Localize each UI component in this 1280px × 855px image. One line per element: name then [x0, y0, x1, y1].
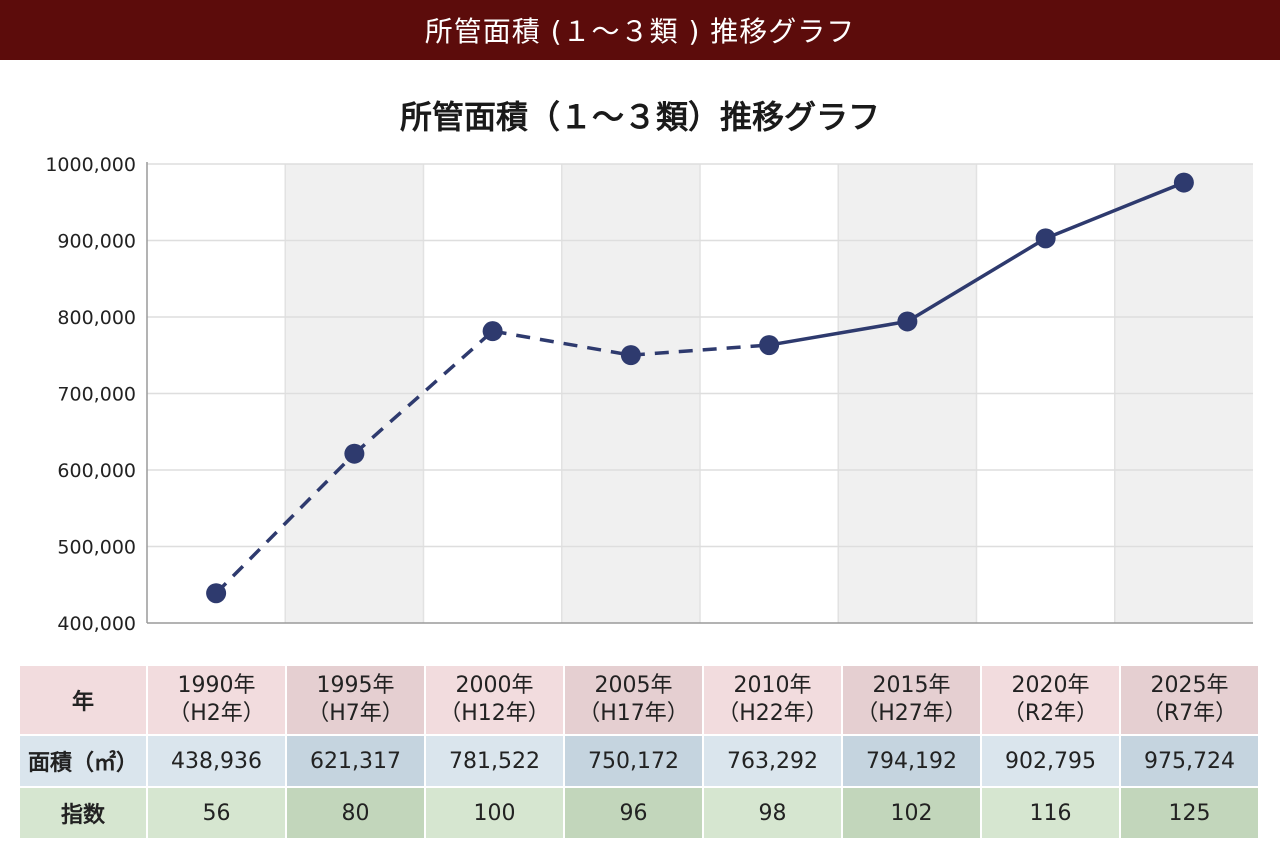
- year-cell: 1990年 （H2年）: [148, 666, 285, 736]
- index-cell: 80: [287, 788, 424, 840]
- year-cell: 2000年 （H12年）: [426, 666, 563, 736]
- data-point: [482, 321, 503, 342]
- series-segment-dashed: [214, 452, 356, 595]
- table-row-index: 指数 56 80 100 96 98 102 116 125: [20, 788, 1258, 840]
- year-cell: 1995年 （H7年）: [287, 666, 424, 736]
- y-tick-label: 900,000: [57, 231, 136, 253]
- area-cell: 763,292: [704, 736, 841, 788]
- header-title: 所管面積 (１～３類 ) 推移グラフ: [424, 15, 856, 48]
- data-table: 年 1990年 （H2年） 1995年 （H7年） 2000年 （H12年） 2005…: [18, 666, 1260, 840]
- y-tick-label: 400,000: [57, 613, 136, 635]
- data-point: [1035, 228, 1056, 249]
- index-cell: 56: [148, 788, 285, 840]
- index-cell: 116: [982, 788, 1119, 840]
- data-point: [206, 583, 227, 604]
- table-row-year: 年 1990年 （H2年） 1995年 （H7年） 2000年 （H12年） 2005…: [20, 666, 1258, 736]
- area-cell: 621,317: [287, 736, 424, 788]
- series-segment: [768, 319, 908, 347]
- y-tick-label: 800,000: [57, 307, 136, 329]
- chart-title: 所管面積（１～３類）推移グラフ: [399, 98, 880, 136]
- year-cell: 2005年 （H17年）: [565, 666, 702, 736]
- year-cell: 2015年 （H27年）: [843, 666, 980, 736]
- row-label-index: 指数: [20, 788, 146, 840]
- year-cell: 2010年 （H22年）: [704, 666, 841, 736]
- row-label-area: 面積（㎡）: [20, 736, 146, 788]
- series-segment: [1044, 180, 1185, 240]
- page-header: 所管面積 (１～３類 ) 推移グラフ: [0, 0, 1280, 60]
- table-row-area: 面積（㎡） 438,936 621,317 781,522 750,172 76…: [20, 736, 1258, 788]
- index-cell: 125: [1121, 788, 1258, 840]
- index-cell: 100: [426, 788, 563, 840]
- area-cell: 902,795: [982, 736, 1119, 788]
- y-tick-label: 600,000: [57, 460, 136, 482]
- area-cell: 975,724: [1121, 736, 1258, 788]
- data-point: [897, 311, 918, 332]
- y-tick-label: 500,000: [57, 537, 136, 559]
- y-tick-label: 1000,000: [45, 154, 136, 176]
- index-cell: 96: [565, 788, 702, 840]
- area-cell: 781,522: [426, 736, 563, 788]
- area-cell: 794,192: [843, 736, 980, 788]
- series-segment: [906, 236, 1047, 323]
- data-point: [344, 443, 365, 464]
- area-cell: 750,172: [565, 736, 702, 788]
- line-chart: 400,000 500,000 600,000 700,000 800,000 900,0…: [45, 154, 1253, 635]
- data-point: [759, 335, 780, 356]
- data-point: [620, 345, 641, 366]
- data-point: [1173, 172, 1194, 193]
- year-cell: 2025年 （R7年）: [1121, 666, 1258, 736]
- year-cell: 2020年 （R2年）: [982, 666, 1119, 736]
- row-label-year: 年: [20, 666, 146, 736]
- index-cell: 102: [843, 788, 980, 840]
- index-cell: 98: [704, 788, 841, 840]
- area-cell: 438,936: [148, 736, 285, 788]
- y-tick-label: 700,000: [57, 384, 136, 406]
- series-segment-dashed: [353, 329, 494, 456]
